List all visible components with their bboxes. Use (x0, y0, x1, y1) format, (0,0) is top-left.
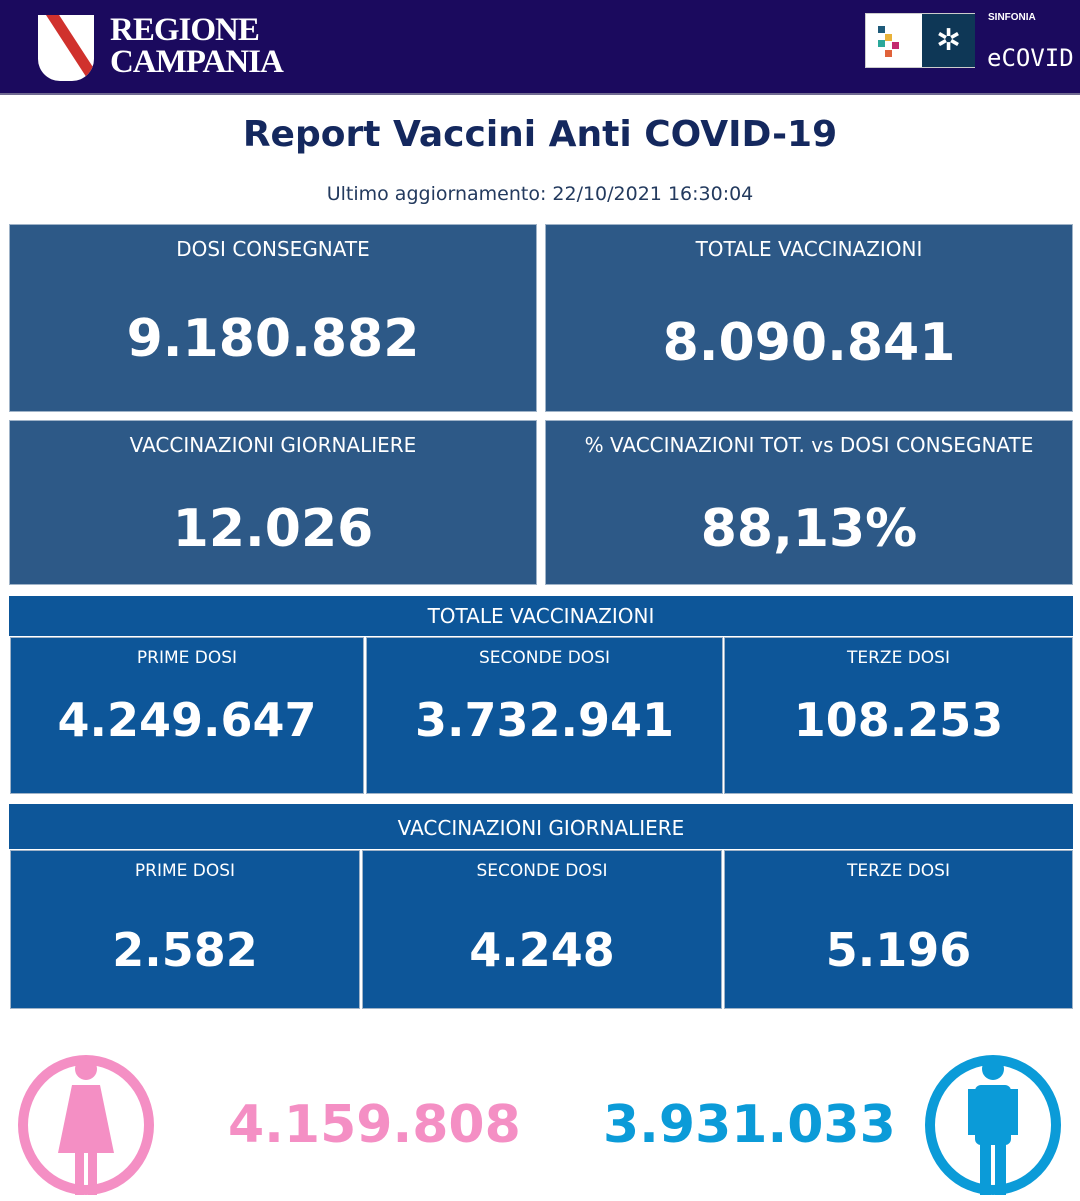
cell-label: SECONDE DOSI (476, 861, 608, 881)
cell-value: 3.732.941 (415, 693, 674, 747)
kpi-value: 12.026 (172, 499, 374, 559)
cell-label: PRIME DOSI (134, 861, 236, 881)
totale-seconde-dosi: SECONDE DOSI 3.732.941 (366, 637, 723, 794)
brand-small: SINFONIA (988, 12, 1036, 23)
kpi-label: VACCINAZIONI GIORNALIERE (129, 433, 417, 457)
cell-label: TERZE DOSI (846, 648, 950, 668)
kpi-label: DOSI CONSEGNATE (176, 237, 370, 261)
brand-name: eCOVID (987, 44, 1074, 72)
female-count: 4.159.808 (228, 1095, 521, 1155)
virus-icon: ✲ (922, 14, 975, 67)
page-title: Report Vaccini Anti COVID-19 (242, 114, 838, 155)
kpi-vaccinazioni-giornaliere: VACCINAZIONI GIORNALIERE 12.026 (9, 420, 537, 585)
giornaliere-terze-dosi: TERZE DOSI 5.196 (724, 850, 1073, 1009)
kpi-label: TOTALE VACCINAZIONI (695, 237, 923, 261)
male-icon (925, 1055, 1061, 1195)
kpi-label: % VACCINAZIONI TOT. vs DOSI CONSEGNATE (584, 433, 1034, 457)
cell-value: 4.249.647 (57, 693, 317, 747)
section-title-totale: TOTALE VACCINAZIONI (9, 596, 1073, 636)
kpi-dosi-consegnate: DOSI CONSEGNATE 9.180.882 (9, 224, 537, 412)
kpi-totale-vaccinazioni: TOTALE VACCINAZIONI 8.090.841 (545, 224, 1073, 412)
kpi-value: 88,13% (700, 499, 918, 559)
section-title-giornaliere: VACCINAZIONI GIORNALIERE (9, 804, 1073, 849)
campania-shield-logo (38, 15, 94, 81)
cell-label: TERZE DOSI (846, 861, 950, 881)
giornaliere-seconde-dosi: SECONDE DOSI 4.248 (362, 850, 722, 1009)
kpi-percentuale: % VACCINAZIONI TOT. vs DOSI CONSEGNATE 8… (545, 420, 1073, 585)
male-count: 3.931.033 (603, 1095, 896, 1155)
cell-label: SECONDE DOSI (478, 648, 610, 668)
cell-value: 108.253 (793, 693, 1004, 747)
female-icon (18, 1055, 154, 1195)
cell-value: 4.248 (469, 923, 615, 977)
last-update: Ultimo aggiornamento: 22/10/2021 16:30:0… (326, 183, 754, 205)
header-bar: REGIONE CAMPANIA ✲ SINFONIA eCOVID (0, 0, 1080, 95)
cell-label: PRIME DOSI (136, 648, 238, 668)
totale-terze-dosi: TERZE DOSI 108.253 (724, 637, 1073, 794)
cell-value: 5.196 (825, 923, 972, 977)
kpi-value: 8.090.841 (662, 313, 956, 373)
totale-prime-dosi: PRIME DOSI 4.249.647 (10, 637, 364, 794)
cell-value: 2.582 (112, 923, 258, 977)
region-logo-text: REGIONE CAMPANIA (110, 12, 284, 80)
kpi-value: 9.180.882 (126, 309, 420, 369)
sinfonia-logo: ✲ (865, 13, 975, 68)
giornaliere-prime-dosi: PRIME DOSI 2.582 (10, 850, 360, 1009)
